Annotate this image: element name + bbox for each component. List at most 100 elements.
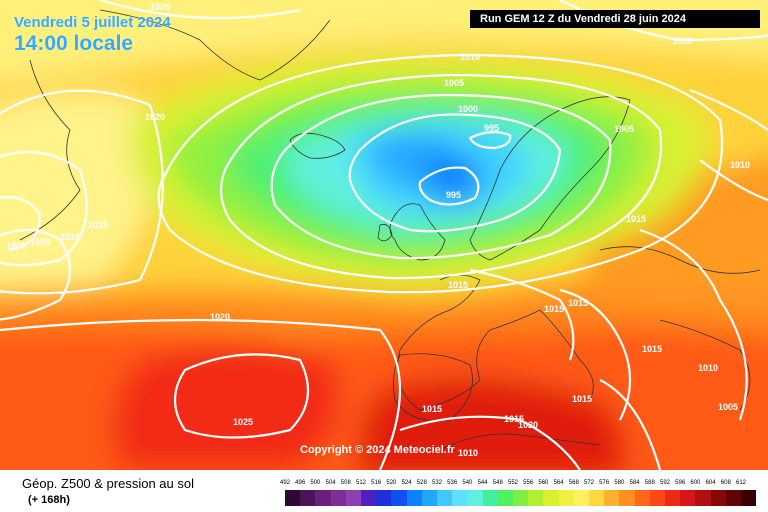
isobar-label: 1015 [642, 344, 662, 354]
map-title: Géop. Z500 & pression au sol [22, 476, 194, 491]
isobar-label: 1015 [544, 304, 564, 314]
isobar-label: 995 [446, 190, 461, 200]
scale-label: 492 [279, 480, 290, 486]
scale-label: 540 [462, 480, 473, 486]
scale-swatch [376, 490, 392, 506]
scale-swatch [741, 490, 757, 506]
color-scale: 492 496 500 504 508 512 516 520 524 528 532 536 540 5… [279, 480, 757, 508]
forecast-date: Vendredi 5 juillet 2024 [14, 14, 171, 31]
isobar-label: 1005 [614, 124, 634, 134]
isobar-label: 1020 [145, 112, 165, 122]
isobar-label: 1015 [568, 298, 588, 308]
isobar-label: 1020 [518, 420, 538, 430]
isobar-label: 1010 [458, 448, 478, 458]
scale-swatch [649, 490, 665, 506]
scale-label: 596 [675, 480, 686, 486]
scale-swatch [452, 490, 468, 506]
scale-label: 576 [599, 480, 610, 486]
scale-label: 524 [401, 480, 412, 486]
isobar-label: 1000 [6, 241, 26, 251]
scale-swatch [315, 490, 331, 506]
isobar-label: 1020 [210, 312, 230, 322]
scale-swatch [725, 490, 741, 506]
isobar-labels: 1025 1020 1020 1010 1005 1000 995 995 10… [6, 2, 750, 458]
isobar-label: 1025 [233, 417, 253, 427]
isobar-label: 1015 [504, 414, 524, 424]
scale-swatch [710, 490, 726, 506]
isobar-label: 1010 [460, 52, 480, 62]
weather-map: 1025 1020 1020 1010 1005 1000 995 995 10… [0, 0, 768, 470]
scale-label: 604 [705, 480, 716, 486]
scale-swatch [665, 490, 681, 506]
scale-swatch [467, 490, 483, 506]
scale-label: 512 [355, 480, 366, 486]
scale-swatch [604, 490, 620, 506]
scale-swatch [619, 490, 635, 506]
scale-label: 612 [735, 480, 746, 486]
scale-label: 504 [325, 480, 336, 486]
scale-label: 532 [431, 480, 442, 486]
scale-swatch [695, 490, 711, 506]
scale-swatch [330, 490, 346, 506]
scale-label: 556 [523, 480, 534, 486]
scale-swatch [437, 490, 453, 506]
model-run-label: Run GEM 12 Z du Vendredi 28 juin 2024 [470, 10, 760, 28]
scale-swatch [558, 490, 574, 506]
scale-swatch [543, 490, 559, 506]
map-canvas: 1025 1020 1020 1010 1005 1000 995 995 10… [0, 0, 768, 470]
isobar-label: 1005 [30, 237, 50, 247]
scale-swatch [421, 490, 437, 506]
isobar-label: 1000 [458, 104, 478, 114]
isobar-label: 995 [484, 123, 499, 133]
scale-label: 508 [340, 480, 351, 486]
scale-label: 548 [492, 480, 503, 486]
scale-swatch [497, 490, 513, 506]
scale-swatch [513, 490, 529, 506]
scale-swatch [406, 490, 422, 506]
isobar-label: 1005 [718, 402, 738, 412]
scale-label: 516 [371, 480, 382, 486]
scale-label: 608 [720, 480, 731, 486]
scale-label: 528 [416, 480, 427, 486]
isobar-label: 1015 [448, 280, 468, 290]
scale-label: 520 [386, 480, 397, 486]
scale-label: 568 [568, 480, 579, 486]
isobar-label: 1015 [422, 404, 442, 414]
scale-label: 600 [690, 480, 701, 486]
isobar-label: 1005 [444, 78, 464, 88]
scale-swatch [573, 490, 589, 506]
isobar-label: 1015 [626, 214, 646, 224]
scale-label: 536 [447, 480, 458, 486]
isobar-label: 1010 [60, 232, 80, 242]
isobar-label: 1015 [88, 220, 108, 230]
scale-label: 592 [659, 480, 670, 486]
scale-label: 544 [477, 480, 488, 486]
isobar-label: 1025 [150, 2, 170, 12]
scale-swatch [528, 490, 544, 506]
scale-swatch [391, 490, 407, 506]
scale-swatch [300, 490, 316, 506]
scale-label: 588 [644, 480, 655, 486]
scale-label: 580 [614, 480, 625, 486]
scale-swatch [589, 490, 605, 506]
forecast-time: 14:00 locale [14, 32, 134, 55]
scale-swatch [680, 490, 696, 506]
copyright-text: Copyright © 2024 Meteociel.fr [300, 444, 455, 456]
scale-swatch [361, 490, 377, 506]
scale-swatch [634, 490, 650, 506]
coastlines [19, 9, 761, 451]
scale-label: 500 [310, 480, 321, 486]
forecast-range: (+ 168h) [28, 494, 70, 506]
scale-label: 584 [629, 480, 640, 486]
scale-label: 560 [538, 480, 549, 486]
scale-label: 552 [507, 480, 518, 486]
isobar-label: 1015 [572, 394, 592, 404]
scale-swatch [285, 490, 301, 506]
isobar-label: 1010 [730, 160, 750, 170]
isobar-label: 1010 [698, 363, 718, 373]
scale-swatch [482, 490, 498, 506]
scale-label: 572 [583, 480, 594, 486]
scale-label: 564 [553, 480, 564, 486]
scale-swatch [345, 490, 361, 506]
scale-label: 496 [295, 480, 306, 486]
